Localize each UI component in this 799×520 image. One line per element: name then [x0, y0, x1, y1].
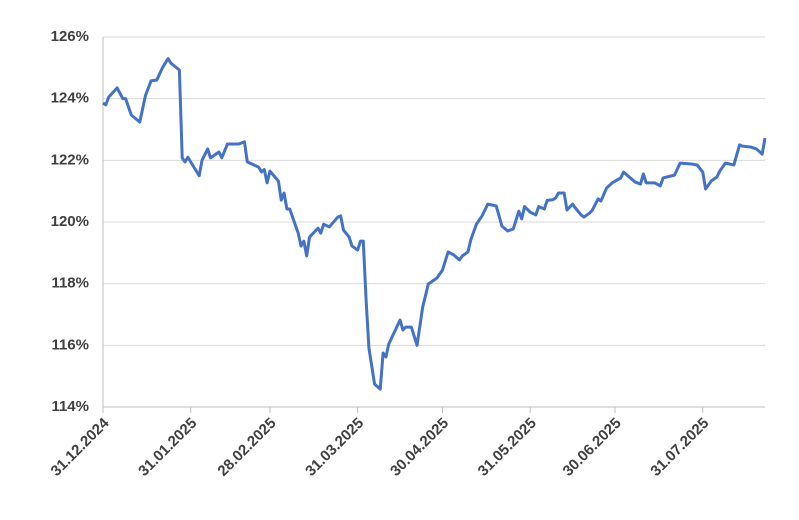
- x-tick-label: 31.12.2024: [48, 414, 114, 480]
- x-tick-label: 31.03.2025: [302, 415, 367, 480]
- y-tick-label: 116%: [51, 336, 89, 353]
- data-line: [102, 57, 767, 391]
- x-tick-label: 30.06.2025: [560, 415, 625, 480]
- y-tick-label: 114%: [51, 398, 89, 415]
- y-tick-label: 126%: [51, 28, 89, 45]
- y-tick-label: 118%: [51, 275, 89, 292]
- x-tick-label: 28.02.2025: [214, 415, 279, 480]
- y-tick-label: 124%: [51, 90, 89, 107]
- y-tick-label: 122%: [51, 151, 89, 168]
- x-tick-label: 31.07.2025: [647, 415, 712, 480]
- x-tick-label: 31.05.2025: [475, 415, 540, 480]
- y-tick-label: 120%: [51, 213, 89, 230]
- x-tick-label: 31.01.2025: [135, 415, 200, 480]
- x-tick-label: 30.04.2025: [387, 415, 452, 480]
